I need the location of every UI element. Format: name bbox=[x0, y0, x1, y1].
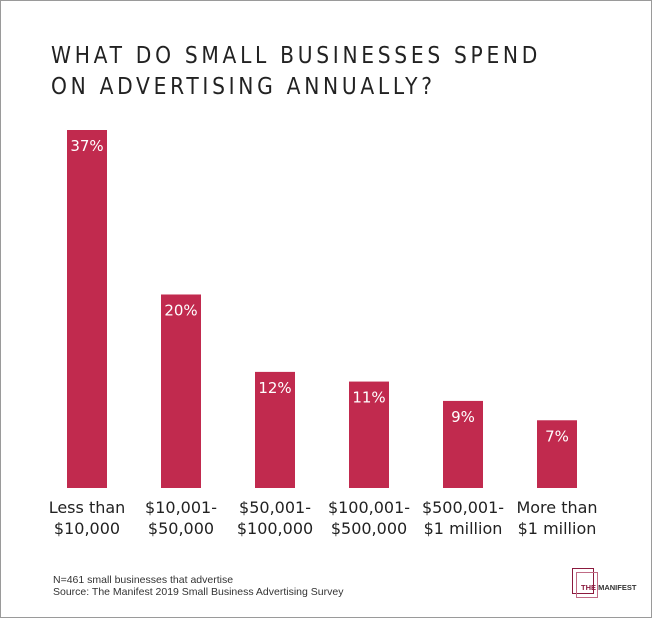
category-label-5-1: $1 million bbox=[518, 519, 597, 538]
category-label-3-0: $100,001- bbox=[328, 498, 410, 517]
bar-5 bbox=[537, 420, 577, 488]
category-label-1-0: $10,001- bbox=[145, 498, 217, 517]
bar-4 bbox=[443, 400, 483, 488]
category-label-4-0: $500,001- bbox=[422, 498, 504, 517]
sample-note: N=461 small businesses that advertise bbox=[53, 574, 234, 586]
data-label-0: 37% bbox=[70, 137, 103, 155]
category-label-0-0: Less than bbox=[49, 498, 126, 517]
chart-title: WHAT DO SMALL BUSINESSES SPEND ON ADVERT… bbox=[51, 43, 542, 100]
logo-manifest: MANIFEST bbox=[598, 583, 637, 592]
category-label-1-1: $50,000 bbox=[148, 519, 214, 538]
category-label-4-1: $1 million bbox=[424, 519, 503, 538]
category-label-3-1: $500,000 bbox=[331, 519, 407, 538]
bar-3 bbox=[349, 381, 389, 488]
logo-the: THE bbox=[581, 583, 596, 592]
category-label-5-0: More than bbox=[516, 498, 597, 517]
data-label-1: 20% bbox=[164, 301, 197, 319]
data-label-3: 11% bbox=[352, 389, 385, 407]
bar-2 bbox=[255, 371, 295, 488]
data-label-5: 7% bbox=[545, 427, 569, 445]
the-manifest-logo: THE MANIFEST bbox=[572, 568, 638, 602]
category-label-2-0: $50,001- bbox=[239, 498, 311, 517]
data-label-4: 9% bbox=[451, 408, 475, 426]
category-label-0-1: $10,000 bbox=[54, 519, 120, 538]
bar-0 bbox=[67, 130, 107, 488]
bar-chart: 37% Less than $10,000 20% $10,001- $50,000 12%… bbox=[49, 130, 598, 538]
data-label-2: 12% bbox=[258, 379, 291, 397]
bar-1 bbox=[161, 294, 201, 488]
category-label-2-1: $100,000 bbox=[237, 519, 313, 538]
source-note: Source: The Manifest 2019 Small Business… bbox=[53, 586, 344, 598]
